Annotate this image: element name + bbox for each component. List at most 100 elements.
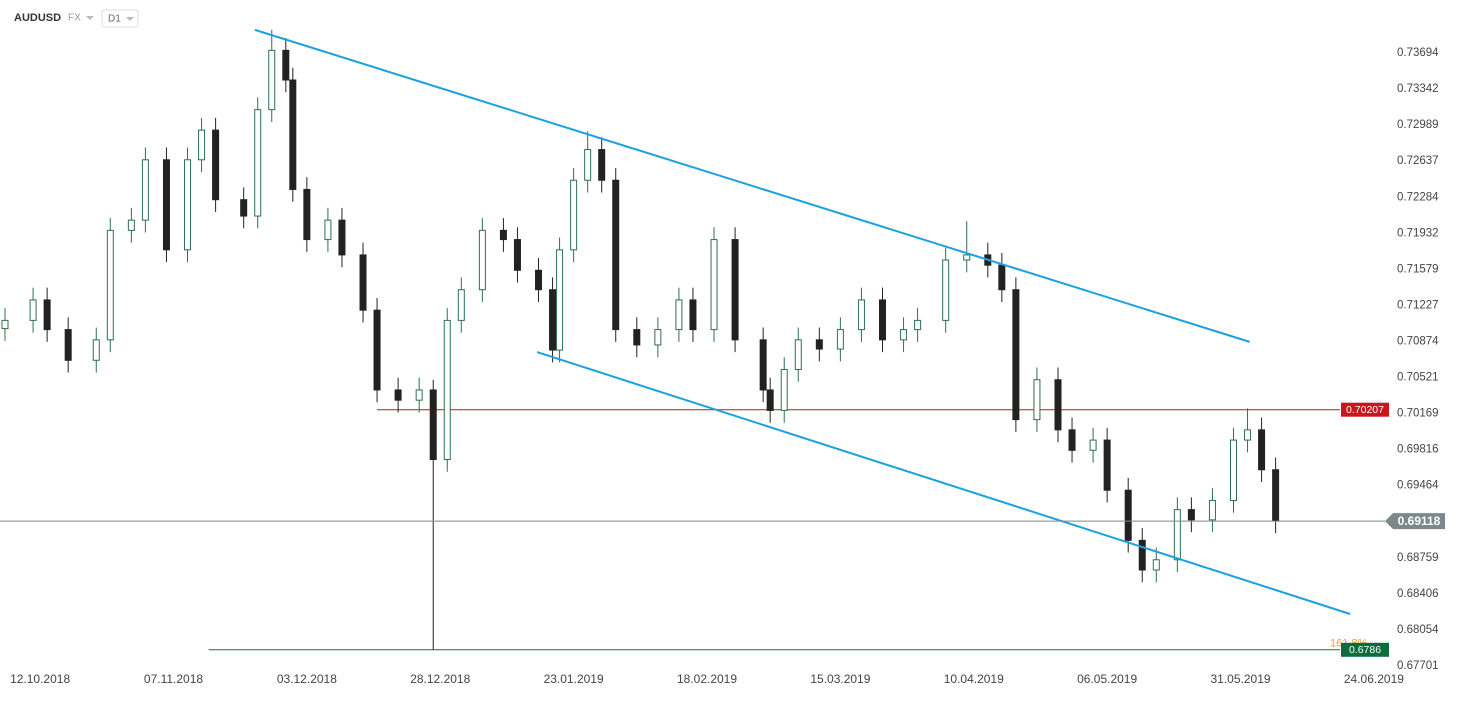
candle-body bbox=[443, 319, 451, 461]
timeframe-dropdown[interactable] bbox=[101, 9, 139, 28]
candle-body bbox=[373, 309, 381, 391]
candle-body bbox=[212, 129, 220, 201]
x-tick-label: 31.05.2019 bbox=[1210, 672, 1270, 686]
candle-body bbox=[106, 229, 114, 341]
candle-body bbox=[780, 368, 788, 411]
y-tick-label: 0.67701 bbox=[1397, 660, 1439, 672]
candle-body bbox=[1012, 289, 1020, 421]
trend-line bbox=[536, 351, 1351, 615]
y-tick-label: 0.70874 bbox=[1397, 335, 1439, 347]
y-tick-label: 0.69816 bbox=[1397, 444, 1439, 456]
y-tick-label: 0.72284 bbox=[1397, 191, 1439, 203]
candle-body bbox=[92, 339, 100, 361]
y-tick-label: 0.72989 bbox=[1397, 119, 1439, 131]
candle-body bbox=[513, 239, 521, 271]
candle-body bbox=[612, 179, 620, 331]
x-tick-label: 03.12.2018 bbox=[277, 672, 337, 686]
candle-body bbox=[759, 339, 767, 391]
candle-body bbox=[415, 389, 423, 401]
candle-body bbox=[359, 254, 367, 311]
candle-body bbox=[1138, 539, 1146, 571]
candle-body bbox=[268, 49, 276, 111]
candle-body bbox=[998, 264, 1006, 291]
candle-body bbox=[556, 249, 564, 351]
candle-body bbox=[879, 299, 886, 341]
candle-body bbox=[942, 259, 950, 321]
y-tick-label: 0.70169 bbox=[1397, 408, 1439, 420]
level-box bbox=[1341, 642, 1389, 657]
x-tick-label: 06.05.2019 bbox=[1077, 672, 1137, 686]
y-tick-label: 0.71227 bbox=[1397, 299, 1439, 311]
candle-body bbox=[141, 159, 149, 221]
candle-body bbox=[900, 329, 908, 341]
candle-body bbox=[1152, 559, 1160, 571]
candle-body bbox=[963, 254, 971, 261]
candle-body bbox=[429, 389, 437, 461]
candle-body bbox=[1187, 509, 1195, 521]
candle-body bbox=[240, 199, 248, 217]
candle-body bbox=[324, 219, 332, 241]
candle-body bbox=[1054, 379, 1062, 431]
level-box bbox=[1341, 402, 1389, 417]
candle-body bbox=[914, 319, 922, 331]
candle-body bbox=[766, 389, 774, 411]
level-label: 0.6786 bbox=[1349, 644, 1381, 656]
level-label: 0.70207 bbox=[1346, 404, 1384, 416]
y-tick-label: 0.68406 bbox=[1397, 588, 1439, 600]
candle-body bbox=[1258, 429, 1266, 471]
timeframe: D1 bbox=[108, 14, 121, 25]
candle-body bbox=[570, 179, 578, 251]
dropdown-arrow bbox=[86, 16, 94, 20]
y-tick-label: 0.71579 bbox=[1397, 263, 1439, 275]
candle-body bbox=[338, 219, 346, 256]
candle-body bbox=[794, 339, 802, 370]
candle-body bbox=[815, 339, 823, 350]
x-tick-label: 28.12.2018 bbox=[410, 672, 470, 686]
candle-body bbox=[584, 149, 592, 181]
x-tick-label: 24.06.2019 bbox=[1344, 672, 1404, 686]
candle-body bbox=[1208, 499, 1216, 521]
candle-body bbox=[64, 329, 72, 361]
y-tick-label: 0.73694 bbox=[1397, 47, 1439, 59]
candle-body bbox=[478, 229, 486, 291]
x-tick-label: 18.02.2019 bbox=[677, 672, 737, 686]
x-tick-label: 12.10.2018 bbox=[10, 672, 70, 686]
x-tick-label: 07.11.2018 bbox=[144, 672, 203, 686]
candle-body bbox=[254, 109, 262, 217]
candle-body bbox=[29, 299, 37, 321]
market-dropdown[interactable]: FX bbox=[68, 13, 81, 24]
candle-body bbox=[689, 299, 697, 331]
candle-body bbox=[836, 329, 844, 350]
candle-body bbox=[1230, 439, 1237, 501]
candle-body bbox=[633, 329, 641, 346]
candle-body bbox=[549, 289, 557, 351]
candle-body bbox=[289, 79, 297, 190]
candle-body bbox=[710, 239, 718, 331]
candle-body bbox=[1068, 429, 1076, 451]
candle-body bbox=[1173, 509, 1181, 561]
y-tick-label: 0.72637 bbox=[1397, 155, 1439, 167]
candle-body bbox=[457, 289, 465, 321]
y-tick-label: 0.70521 bbox=[1397, 372, 1439, 384]
candle-body bbox=[731, 239, 739, 341]
candle-body bbox=[1, 319, 9, 330]
candle-body bbox=[43, 299, 51, 331]
x-tick-label: 23.01.2019 bbox=[544, 672, 604, 686]
trend-line bbox=[254, 28, 1250, 343]
candle-body bbox=[598, 149, 606, 181]
candle-body bbox=[1124, 489, 1132, 541]
y-tick-label: 0.71932 bbox=[1397, 227, 1439, 239]
candle-body bbox=[535, 269, 543, 291]
candle-body bbox=[1033, 379, 1041, 421]
candle-body bbox=[1089, 439, 1097, 451]
candle-body bbox=[184, 159, 192, 251]
candle-body bbox=[127, 219, 135, 231]
x-tick-label: 15.03.2019 bbox=[810, 672, 870, 686]
symbol: AUDUSD bbox=[14, 12, 61, 24]
candle-body bbox=[499, 229, 507, 241]
candle-body bbox=[1272, 469, 1280, 522]
candle-body bbox=[1244, 429, 1252, 441]
dropdown-arrow bbox=[126, 17, 134, 21]
